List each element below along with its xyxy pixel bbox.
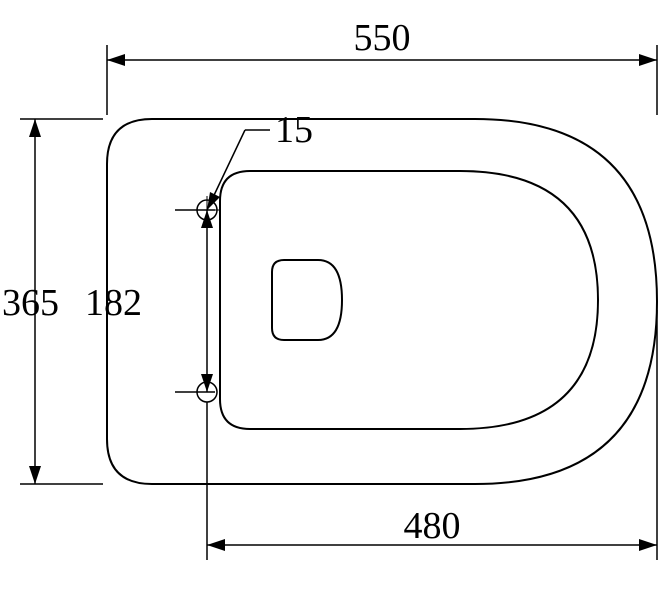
seat-outline (220, 171, 598, 429)
dim-480-label: 480 (404, 505, 461, 547)
dim-15-label: 15 (275, 109, 313, 151)
dim-550: 550 (107, 17, 657, 115)
dim-550-label: 550 (354, 17, 411, 59)
dim-182-label: 182 (85, 282, 142, 324)
technical-drawing: 550 365 182 15 480 (0, 0, 665, 600)
flush-button-outline (272, 260, 342, 340)
dim-365-label: 365 (2, 282, 59, 324)
dim-15-leader: 15 (207, 109, 313, 210)
dim-480: 480 (207, 310, 657, 560)
dim-182: 182 (85, 210, 215, 392)
